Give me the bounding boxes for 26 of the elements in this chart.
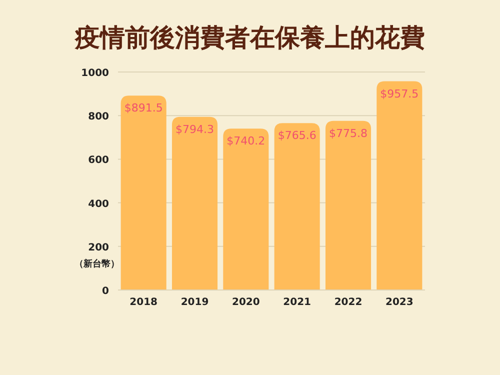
data-label: $775.8 [329,126,368,140]
bar [325,120,372,290]
x-tick-label: 2018 [130,297,158,308]
bar [120,96,166,290]
y-tick-label: 200 [88,242,110,254]
y-tick-label: 400 [88,198,110,210]
data-label: $765.6 [278,129,316,142]
data-label: $794.3 [176,122,214,136]
x-tick-label: 2019 [180,297,209,308]
data-label: $740.2 [226,134,266,148]
x-tick-label: 2020 [232,297,260,308]
bar [376,81,422,290]
data-label: $891.5 [124,102,163,115]
bar [172,116,218,290]
bar [274,123,320,290]
data-label: $957.5 [380,87,419,100]
y-tick-label: 800 [88,112,110,123]
x-tick-label: 2021 [283,297,312,308]
y-tick-label: 1000 [81,68,110,79]
bar [223,128,269,290]
chart-title: 疫情前後消費者在保養上的花費 [74,23,425,52]
y-axis-title: （新台幣） [74,258,120,270]
x-tick-label: 2023 [385,297,414,308]
y-tick-label: 600 [88,155,110,166]
x-tick-label: 2022 [334,297,362,308]
y-tick-label: 0 [102,286,110,297]
